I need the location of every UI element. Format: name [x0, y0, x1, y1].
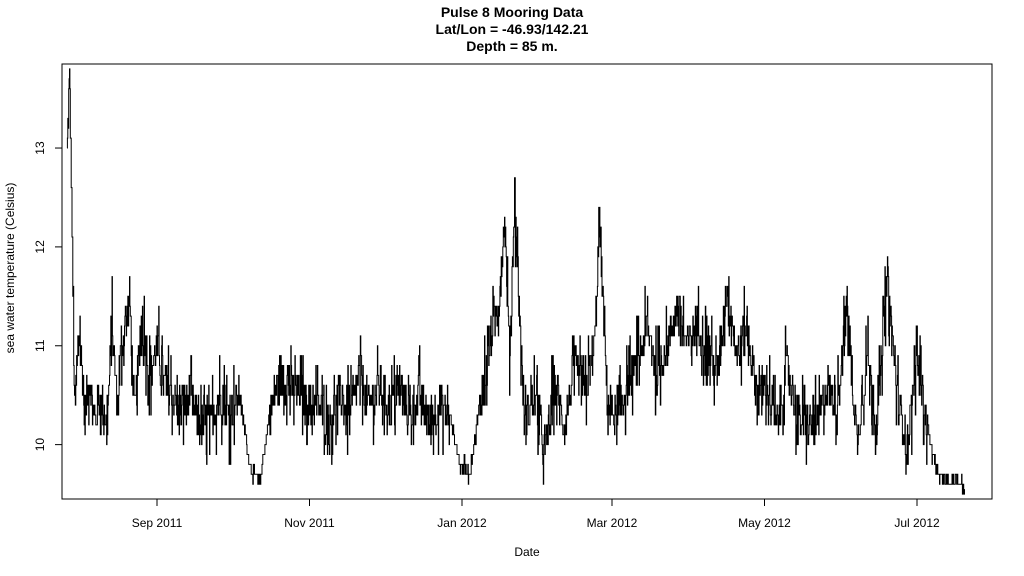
y-tick-label: 10	[33, 438, 47, 452]
x-axis-label: Date	[514, 545, 540, 559]
x-tick-label: Nov 2011	[284, 516, 335, 530]
x-tick-label: Jul 2012	[894, 516, 940, 530]
chart-subtitle-latlon: Lat/Lon = -46.93/142.21	[435, 21, 589, 37]
x-tick-label: Sep 2011	[132, 516, 183, 530]
x-tick-label: Mar 2012	[587, 516, 638, 530]
y-tick-label: 11	[33, 339, 47, 352]
y-tick-label: 13	[33, 141, 47, 155]
plot-area	[66, 68, 965, 495]
y-tick-label: 12	[33, 240, 47, 254]
chart-subtitle-depth: Depth = 85 m.	[466, 38, 558, 54]
plot-frame	[61, 63, 993, 500]
y-axis-label: sea water temperature (Celsius)	[3, 183, 17, 354]
series-line	[66, 68, 965, 495]
x-tick-label: May 2012	[738, 516, 791, 530]
x-axis: Sep 2011 Nov 2011 Jan 2012 Mar 2012 May 2012…	[132, 499, 940, 530]
x-tick-label: Jan 2012	[437, 516, 487, 530]
chart-title: Pulse 8 Mooring Data	[440, 4, 584, 20]
y-axis: 10 11 12 13	[33, 141, 62, 451]
